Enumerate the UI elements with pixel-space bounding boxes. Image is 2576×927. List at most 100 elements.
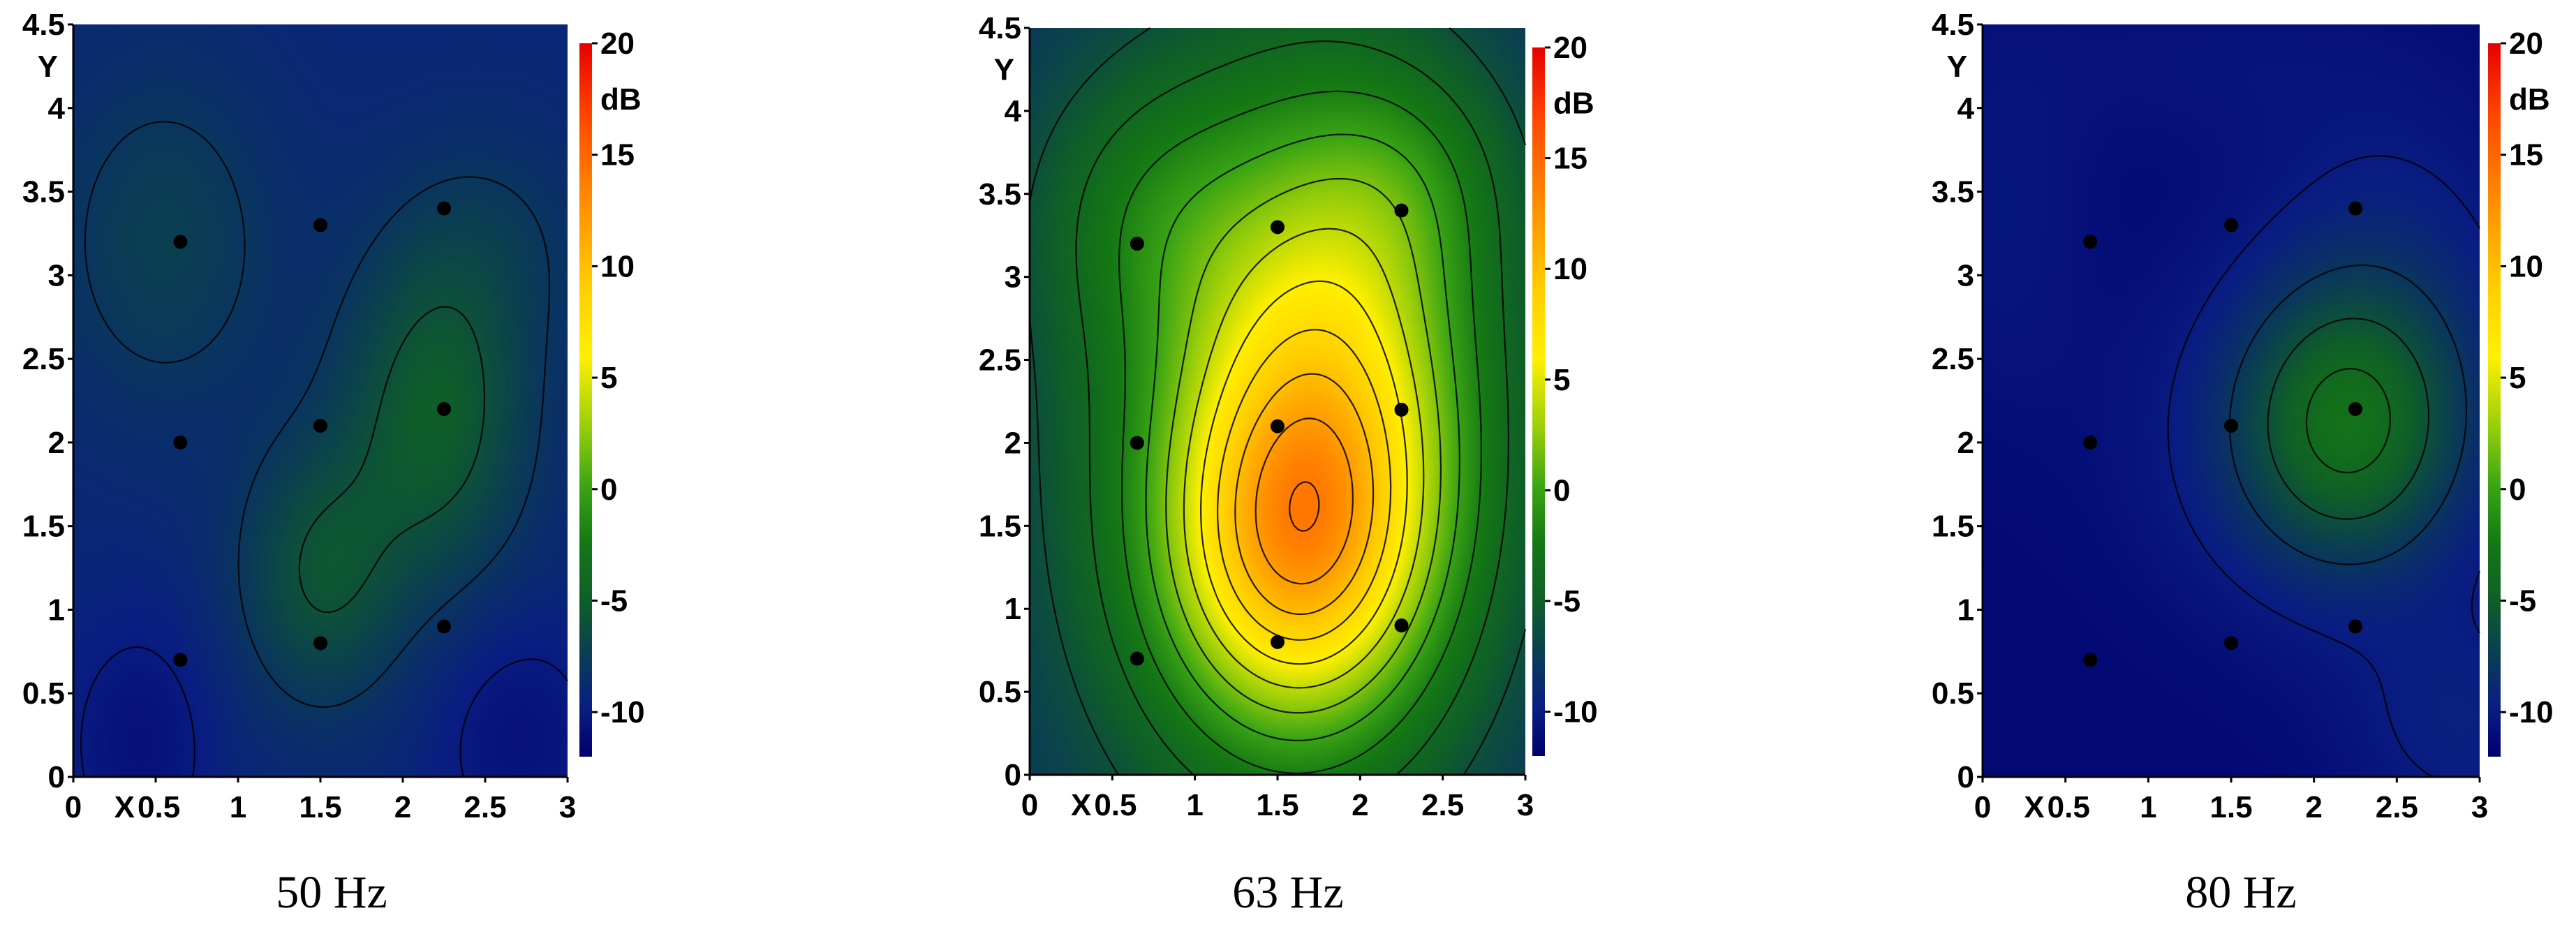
y-tick-label: 4.5	[22, 8, 65, 42]
x-tick-label: 0.5	[138, 790, 180, 824]
y-tick-label: 0	[1005, 758, 1021, 792]
y-tick-label: 3	[1005, 260, 1021, 295]
x-tick-label: 1	[1186, 788, 1203, 822]
contour-line	[2228, 264, 2467, 565]
y-tick-label: 2.5	[1932, 342, 1974, 376]
colorbar-tick-label: 20	[1553, 31, 1587, 65]
measurement-point	[2083, 235, 2098, 249]
x-tick-label: 0.5	[1094, 788, 1137, 822]
contour-line	[298, 306, 486, 614]
y-tick-label: 1.5	[979, 509, 1021, 543]
panel-3: 0 0.5 1 1.5 2 2.5 3 3.5 4 4.5 Y 0 0.5 1 1.5 2 2.5 3 X -10 -5…	[1932, 8, 2554, 918]
x-tick-label: 2	[2305, 790, 2322, 824]
y-tick-label: 2	[1005, 426, 1021, 460]
y-tick-label: 1	[48, 593, 65, 627]
measurement-point	[1394, 618, 1409, 632]
contour-line	[1075, 40, 1509, 776]
panel-1: 0 0.5 1 1.5 2 2.5 3 3.5 4 4.5 Y 0 0.5 1 1.5 2 2.5 3 X -10 -5…	[22, 8, 645, 918]
x-tick-label: 2.5	[464, 790, 506, 824]
measurement-point	[173, 435, 188, 450]
measurement-point	[2083, 435, 2098, 450]
y-axis-label: Y	[38, 50, 58, 84]
y-tick-label: 2	[1957, 426, 1974, 460]
x-axis-label: X	[1071, 788, 1091, 822]
colorbar-tick-label: 15	[2509, 138, 2543, 172]
colorbar-unit-label: dB	[1553, 86, 1594, 120]
colorbar-tick-label: 15	[1553, 142, 1587, 176]
measurement-point	[2348, 619, 2362, 634]
colorbar-tick-label: -5	[2509, 584, 2536, 618]
contour-line	[1289, 481, 1320, 532]
measurement-point	[2348, 201, 2362, 216]
contour-line	[1234, 373, 1375, 615]
colorbar-tick-label: 15	[600, 138, 635, 172]
x-tick-label: 0	[1021, 788, 1038, 822]
measurement-point	[2224, 636, 2238, 651]
colorbar-tick-label: 20	[600, 27, 635, 61]
y-axis-label: Y	[994, 52, 1014, 87]
y-tick-label: 3.5	[22, 175, 65, 209]
contour-line	[84, 121, 551, 708]
contour-line	[1217, 329, 1392, 641]
colorbar	[579, 43, 592, 757]
colorbar-tick-label: 5	[600, 361, 617, 395]
measurement-point	[2224, 218, 2238, 232]
contour-line	[1165, 177, 1442, 714]
panel-caption: 63 Hz	[1232, 867, 1343, 918]
x-tick-label: 2.5	[2376, 790, 2418, 824]
contour-line	[1183, 228, 1425, 689]
panel-caption: 80 Hz	[2185, 867, 2296, 918]
x-tick-label: 2	[394, 790, 411, 824]
colorbar-tick-label: -5	[1553, 584, 1581, 618]
colorbar-tick-label: 5	[2509, 361, 2526, 395]
contour-line	[1254, 417, 1354, 585]
colorbar-tick-label: 20	[2509, 27, 2543, 61]
y-tick-label: 3.5	[979, 177, 1021, 212]
measurement-point	[1130, 436, 1144, 450]
colorbar-tick-label: 0	[2509, 473, 2526, 507]
colorbar-tick-label: 5	[1553, 363, 1570, 397]
y-tick-label: 2.5	[979, 343, 1021, 378]
measurement-point	[437, 619, 451, 634]
measurement-point	[2348, 401, 2362, 416]
y-tick-label: 3	[1957, 258, 1974, 292]
x-tick-label: 1.5	[299, 790, 341, 824]
x-tick-label: 3	[2471, 790, 2488, 824]
measurement-point	[2224, 418, 2238, 433]
measurement-point	[437, 201, 451, 216]
contour-line	[2167, 155, 2481, 778]
y-tick-label: 1.5	[1932, 510, 1974, 544]
y-tick-label: 0.5	[22, 676, 65, 711]
measurement-point	[1271, 220, 1285, 235]
measurement-point	[2083, 653, 2098, 667]
measurement-point	[1130, 651, 1144, 666]
y-tick-label: 4.5	[1932, 8, 1974, 42]
contour-line	[1118, 90, 1482, 774]
measurement-point	[1394, 402, 1409, 417]
measurement-point	[1271, 419, 1285, 433]
y-tick-label: 1.5	[22, 510, 65, 544]
colorbar-tick-label: -10	[1553, 695, 1598, 729]
measurement-point	[437, 401, 451, 416]
measurement-point	[313, 418, 327, 433]
colorbar-tick-label: 10	[2509, 249, 2543, 283]
colorbar-tick-label: 0	[600, 473, 617, 507]
measurement-point	[173, 235, 188, 249]
panel-caption: 50 Hz	[276, 867, 387, 918]
y-tick-label: 2.5	[22, 342, 65, 376]
contour-line	[2305, 368, 2391, 474]
colorbar-unit-label: dB	[2509, 82, 2550, 117]
y-tick-label: 4	[48, 91, 66, 126]
y-tick-label: 4.5	[979, 11, 1021, 45]
x-tick-label: 1	[230, 790, 246, 824]
y-tick-label: 2	[48, 426, 65, 460]
contour-line	[1028, 27, 1527, 776]
colorbar-tick-label: 10	[1553, 252, 1587, 286]
measurement-point	[313, 218, 327, 232]
measurement-point	[1271, 635, 1285, 649]
x-tick-label: 3	[1517, 788, 1534, 822]
y-axis-label: Y	[1947, 50, 1967, 84]
colorbar-unit-label: dB	[600, 82, 642, 117]
contour-line	[80, 646, 568, 778]
